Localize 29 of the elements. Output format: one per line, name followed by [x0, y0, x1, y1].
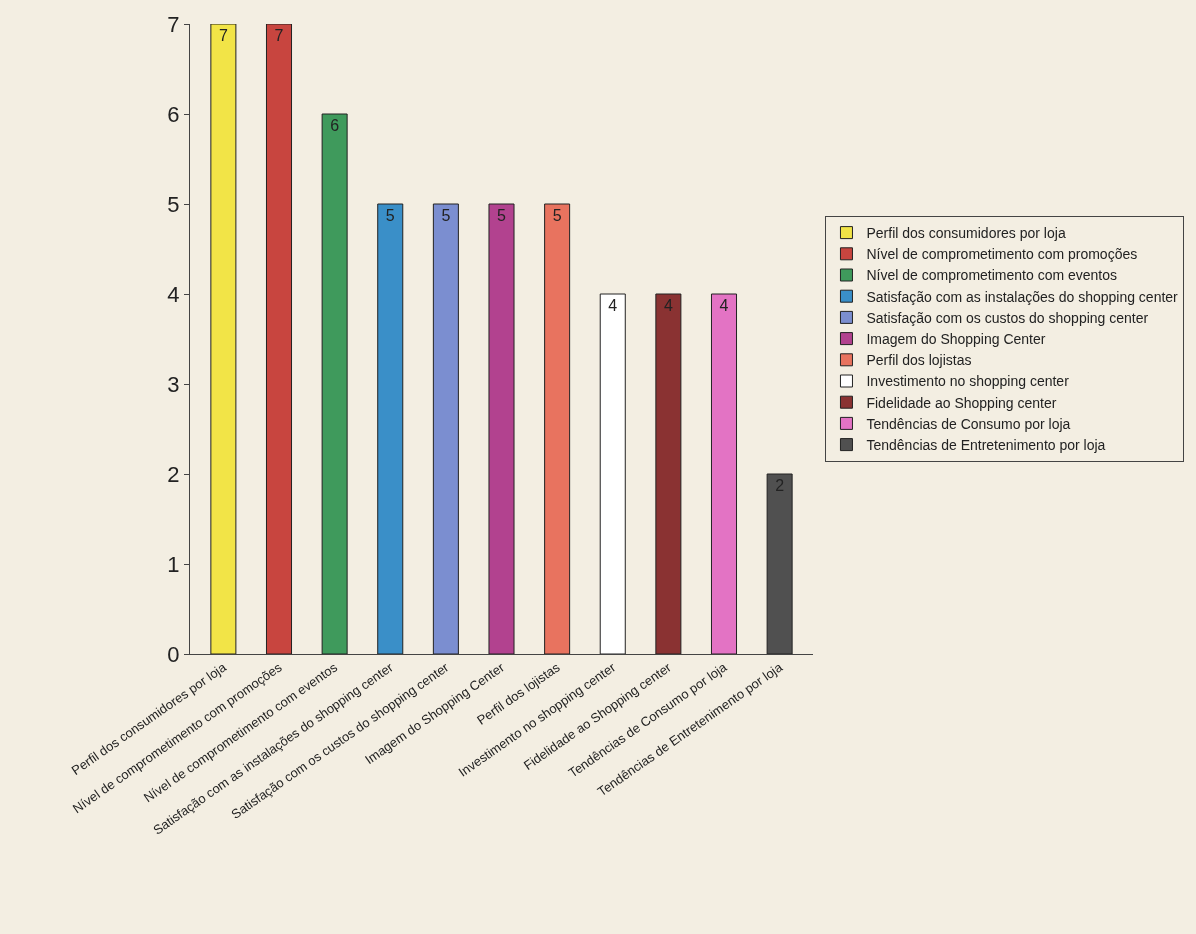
legend-label: Investimento no shopping center — [866, 373, 1070, 390]
legend-label: Satisfação com as instalações do shopping center — [866, 288, 1179, 305]
legend-label: Fidelidade ao Shopping center — [866, 394, 1057, 411]
legend-label: Tendências de Consumo por loja — [866, 415, 1071, 432]
y-tick-label: 6 — [167, 101, 180, 127]
legend-label: Perfil dos lojistas — [866, 352, 972, 369]
y-tick-label: 5 — [167, 191, 180, 217]
y-tick-label: 4 — [167, 281, 180, 307]
data-label: 5 — [441, 207, 451, 224]
data-label: 5 — [385, 207, 395, 224]
y-tick-label: 3 — [167, 371, 180, 397]
data-label: 7 — [274, 27, 284, 44]
legend-label: Perfil dos consumidores por loja — [866, 225, 1066, 242]
data-label: 4 — [663, 297, 673, 314]
y-tick-label: 0 — [167, 641, 180, 667]
y-tick-label: 2 — [167, 461, 180, 487]
legend-label: Imagem do Shopping Center — [866, 331, 1046, 348]
data-label: 5 — [552, 207, 562, 224]
legend-label: Nível de comprometimento com eventos — [866, 267, 1118, 284]
legend-label: Satisfação com os custos do shopping center — [866, 309, 1149, 326]
legend-label: Nível de comprometimento com promoções — [866, 246, 1138, 263]
legend-label: Tendências de Entretenimento por loja — [866, 437, 1106, 454]
data-label: 6 — [330, 117, 340, 134]
data-label: 7 — [218, 27, 228, 44]
y-tick-label: 1 — [167, 551, 180, 577]
y-tick-label: 7 — [167, 11, 180, 37]
data-label: 5 — [497, 207, 506, 224]
data-label: 4 — [719, 297, 729, 314]
data-label: 4 — [608, 297, 618, 314]
